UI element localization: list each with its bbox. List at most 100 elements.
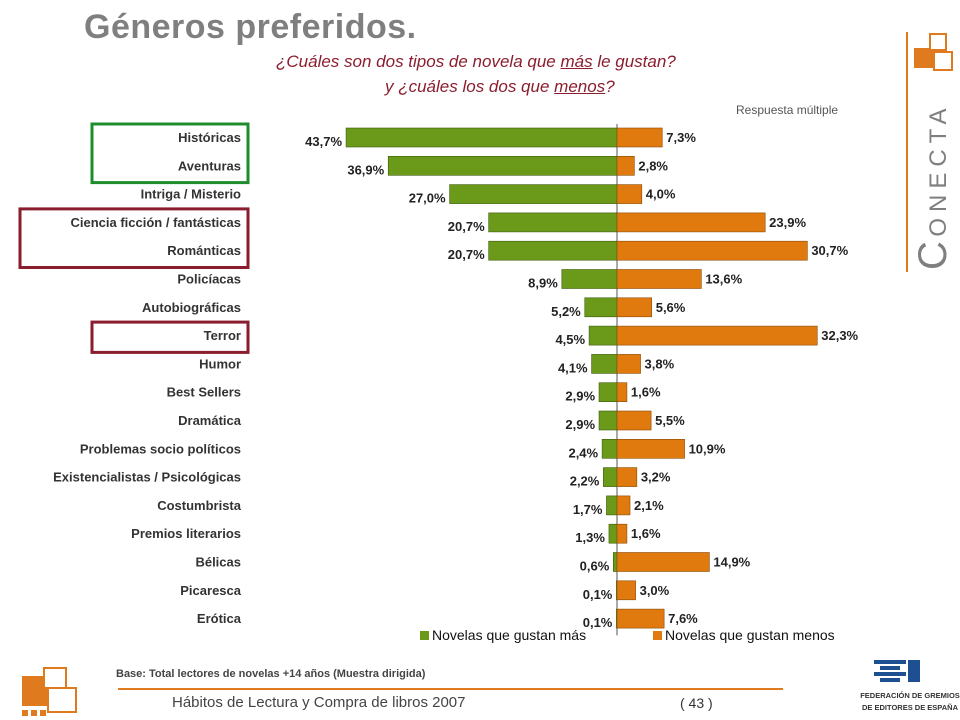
bar-less <box>616 495 631 516</box>
page-title: Géneros preferidos. <box>84 8 417 46</box>
data-label-more: 4,1% <box>558 360 588 375</box>
bar-less <box>616 608 665 629</box>
conecta-rest: ONECTA <box>925 102 952 236</box>
bar-less <box>616 212 766 233</box>
highlight-box <box>90 122 250 185</box>
data-label-less: 14,9% <box>713 555 750 570</box>
bar-more <box>488 212 618 233</box>
data-label-more: 0,6% <box>580 559 610 574</box>
bar-less <box>616 467 638 487</box>
data-label-more: 0,1% <box>583 615 613 630</box>
highlight-box <box>90 320 250 354</box>
bar-more <box>598 410 618 431</box>
data-label-less: 3,2% <box>641 470 671 485</box>
bar-more <box>387 156 618 176</box>
category-label: Erótica <box>197 611 242 626</box>
data-label-less: 1,6% <box>631 385 661 400</box>
bar-less <box>616 184 643 204</box>
bar-less <box>616 354 641 374</box>
data-label-more: 1,3% <box>575 530 605 545</box>
base-note: Base: Total lectores de novelas +14 años… <box>116 668 426 680</box>
page-number: ( 43 ) <box>680 695 713 711</box>
question-line-2-pre: y ¿cuáles los dos que <box>385 77 555 96</box>
question-line-1: ¿Cuáles son dos tipos de novela que más … <box>276 52 676 72</box>
bar-less <box>616 240 808 261</box>
data-label-more: 2,9% <box>565 389 595 404</box>
category-label: Románticas <box>167 243 241 258</box>
footer-squares-logo <box>22 667 77 716</box>
conecta-wordmark: C ONECTA <box>911 102 955 270</box>
question-line-1-post: le gustan? <box>592 52 676 71</box>
data-label-more: 5,2% <box>551 304 581 319</box>
data-label-less: 13,6% <box>705 272 742 287</box>
federation-line-2: DE EDITORES DE ESPAÑA <box>862 703 959 712</box>
bar-more <box>561 269 618 289</box>
legend-label-more: Novelas que gustan más <box>432 627 586 643</box>
bar-less <box>616 127 663 148</box>
category-label: Picaresca <box>180 583 241 598</box>
svg-text:C ONECTA: C ONECTA <box>911 102 955 270</box>
category-label: Ciencia ficción / fantásticas <box>70 215 241 230</box>
bar-less <box>616 580 636 601</box>
data-label-more: 43,7% <box>305 134 342 149</box>
data-label-less: 5,6% <box>656 300 686 315</box>
bar-more <box>601 438 618 459</box>
federation-logo: FEDERACIÓN DE GREMIOS DE EDITORES DE ESP… <box>860 660 960 712</box>
category-label: Históricas <box>178 130 241 145</box>
data-label-more: 1,7% <box>573 502 603 517</box>
data-label-more: 20,7% <box>448 247 485 262</box>
data-label-less: 7,3% <box>666 130 696 145</box>
data-label-less: 1,6% <box>631 526 661 541</box>
bar-less <box>616 438 685 459</box>
bar-more <box>606 495 618 516</box>
data-label-less: 3,0% <box>640 583 670 598</box>
data-label-less: 3,8% <box>645 356 675 371</box>
category-label: Premios literarios <box>131 526 241 541</box>
bar-less <box>616 156 635 176</box>
bar-less <box>616 325 818 346</box>
bar-more <box>591 354 618 374</box>
category-label: Existencialistas / Psicológicas <box>53 470 241 485</box>
data-label-more: 20,7% <box>448 219 485 234</box>
bar-more <box>345 127 618 148</box>
category-label: Dramática <box>178 413 242 428</box>
category-label: Problemas socio políticos <box>80 441 241 456</box>
bar-less <box>616 552 710 572</box>
question-line-1-emphasis: más <box>560 52 593 71</box>
bar-more <box>449 184 618 204</box>
data-label-less: 5,5% <box>655 413 685 428</box>
data-label-less: 2,8% <box>638 158 668 173</box>
bar-more <box>488 240 618 261</box>
footer-text: Hábitos de Lectura y Compra de libros 20… <box>172 694 466 711</box>
data-label-less: 7,6% <box>668 611 698 626</box>
question-line-2-emphasis: menos <box>554 77 606 96</box>
bar-less <box>616 523 628 544</box>
data-label-more: 8,9% <box>528 276 558 291</box>
legend-label-less: Novelas que gustan menos <box>665 627 835 643</box>
data-label-more: 27,0% <box>409 191 446 206</box>
legend-swatch-less <box>653 631 662 640</box>
category-label: Costumbrista <box>157 498 242 513</box>
question-line-2-post: ? <box>605 77 615 96</box>
multiple-answer-note: Respuesta múltiple <box>736 103 839 117</box>
data-label-more: 0,1% <box>583 587 613 602</box>
bar-more <box>608 523 618 544</box>
federation-line-1: FEDERACIÓN DE GREMIOS <box>860 691 960 700</box>
category-label: Aventuras <box>178 158 241 173</box>
conecta-first-letter: C <box>911 241 955 270</box>
bar-less <box>616 382 628 403</box>
category-label: Policíacas <box>177 272 241 287</box>
data-label-more: 2,4% <box>568 445 598 460</box>
category-label: Best Sellers <box>167 385 241 400</box>
data-label-more: 2,2% <box>570 474 600 489</box>
category-label: Autobiográficas <box>142 300 241 315</box>
bar-more <box>612 552 618 572</box>
category-label: Terror <box>204 328 241 343</box>
data-label-less: 4,0% <box>646 187 676 202</box>
data-label-less: 2,1% <box>634 498 664 513</box>
genres-diverging-bar-chart: Históricas 43,7% 7,3% Aventuras 36,9% 2,8% Int… <box>18 122 859 643</box>
data-label-more: 2,9% <box>565 417 595 432</box>
legend-swatch-more <box>420 631 429 640</box>
category-label: Intriga / Misterio <box>141 187 241 202</box>
data-label-less: 10,9% <box>689 441 726 456</box>
